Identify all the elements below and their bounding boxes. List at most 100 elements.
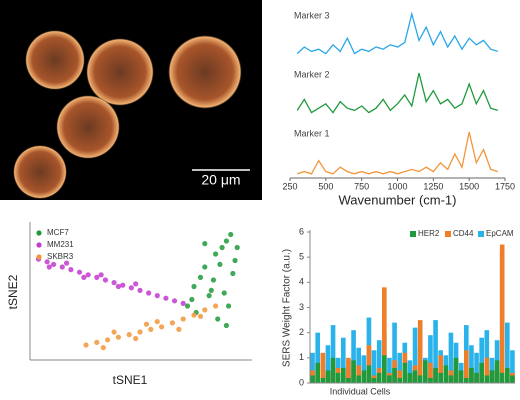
bar (325, 345, 331, 383)
point (111, 280, 117, 286)
bar (464, 350, 469, 383)
point (81, 274, 87, 280)
bar (464, 377, 469, 383)
scale-bar-label: 20 μm (201, 172, 240, 188)
point (215, 316, 221, 322)
point (202, 241, 208, 247)
point (217, 261, 223, 267)
legend-swatch (478, 231, 484, 237)
point (98, 272, 104, 278)
bar (484, 330, 490, 383)
point (46, 264, 52, 270)
bar (417, 320, 423, 383)
point (197, 313, 204, 319)
point (208, 287, 214, 293)
bar (499, 372, 505, 383)
point (115, 334, 121, 340)
point (213, 303, 219, 309)
point (154, 293, 160, 299)
point (202, 307, 208, 313)
legend-label: Marker 1 (294, 128, 330, 138)
bar (448, 332, 454, 383)
bar (330, 325, 336, 383)
bar (453, 357, 459, 383)
point (210, 277, 217, 283)
point (180, 316, 186, 322)
bar (356, 375, 361, 383)
bar (479, 362, 484, 383)
point (169, 320, 175, 326)
bar (371, 377, 377, 383)
x-axis-label: Wavenumber (cm-1) (339, 192, 457, 207)
bar (438, 372, 443, 383)
bar (392, 322, 397, 383)
bar (376, 340, 382, 383)
legend-marker (36, 254, 42, 260)
bar (382, 355, 387, 383)
bar (479, 337, 484, 383)
point (180, 300, 186, 306)
spectrum-line (296, 72, 498, 114)
bar (341, 367, 346, 383)
bar (433, 320, 438, 383)
bar (433, 367, 438, 383)
point (219, 244, 225, 251)
bar (320, 377, 326, 383)
legend-swatch (410, 231, 416, 237)
bar (397, 370, 402, 383)
bar (397, 352, 402, 383)
legend-label: EpCAM (486, 229, 514, 238)
point (148, 326, 154, 332)
point (221, 290, 227, 296)
spectrum-line (297, 131, 498, 175)
point (159, 324, 165, 330)
bar (469, 367, 474, 383)
x-tick-label: 500 (318, 181, 333, 191)
bar (443, 365, 449, 383)
point (228, 231, 234, 238)
point (133, 335, 139, 342)
bar (351, 330, 356, 383)
y-axis-label: SERS Weight Factor (a.u.) (282, 249, 293, 367)
bar (320, 352, 326, 383)
point (128, 285, 134, 291)
bar (448, 375, 454, 383)
point (115, 283, 121, 290)
point (100, 345, 106, 351)
cell (56, 95, 120, 159)
bar (412, 370, 418, 383)
point (94, 274, 100, 280)
x-tick-label: 750 (354, 181, 369, 191)
x-tick-label: 1000 (387, 181, 407, 191)
bar (474, 372, 479, 383)
bar (315, 332, 320, 383)
legend-swatch (445, 231, 451, 237)
x-tick-label: 1750 (495, 181, 515, 191)
bar (356, 365, 361, 383)
point (51, 261, 57, 267)
y-tick-label: 0 (299, 377, 304, 387)
legend-label: SKBR3 (47, 252, 74, 261)
legend-label: Marker 3 (294, 10, 330, 20)
point (163, 295, 169, 301)
point (223, 238, 229, 244)
bar (366, 345, 372, 383)
bar (402, 362, 408, 383)
point (176, 326, 182, 332)
bar (376, 372, 382, 383)
y-tick-label: 6 (299, 226, 304, 236)
point (184, 303, 191, 309)
point (234, 244, 240, 251)
bar (499, 244, 505, 383)
point (85, 272, 91, 278)
point (146, 290, 152, 296)
bar (346, 377, 351, 383)
point (191, 312, 197, 318)
bar (392, 367, 397, 383)
x-tick-label: 1250 (423, 181, 443, 191)
point (154, 319, 160, 325)
bar (407, 360, 413, 383)
legend-label: Marker 2 (294, 69, 330, 79)
legend-label: HER2 (418, 229, 440, 238)
point (137, 287, 143, 293)
